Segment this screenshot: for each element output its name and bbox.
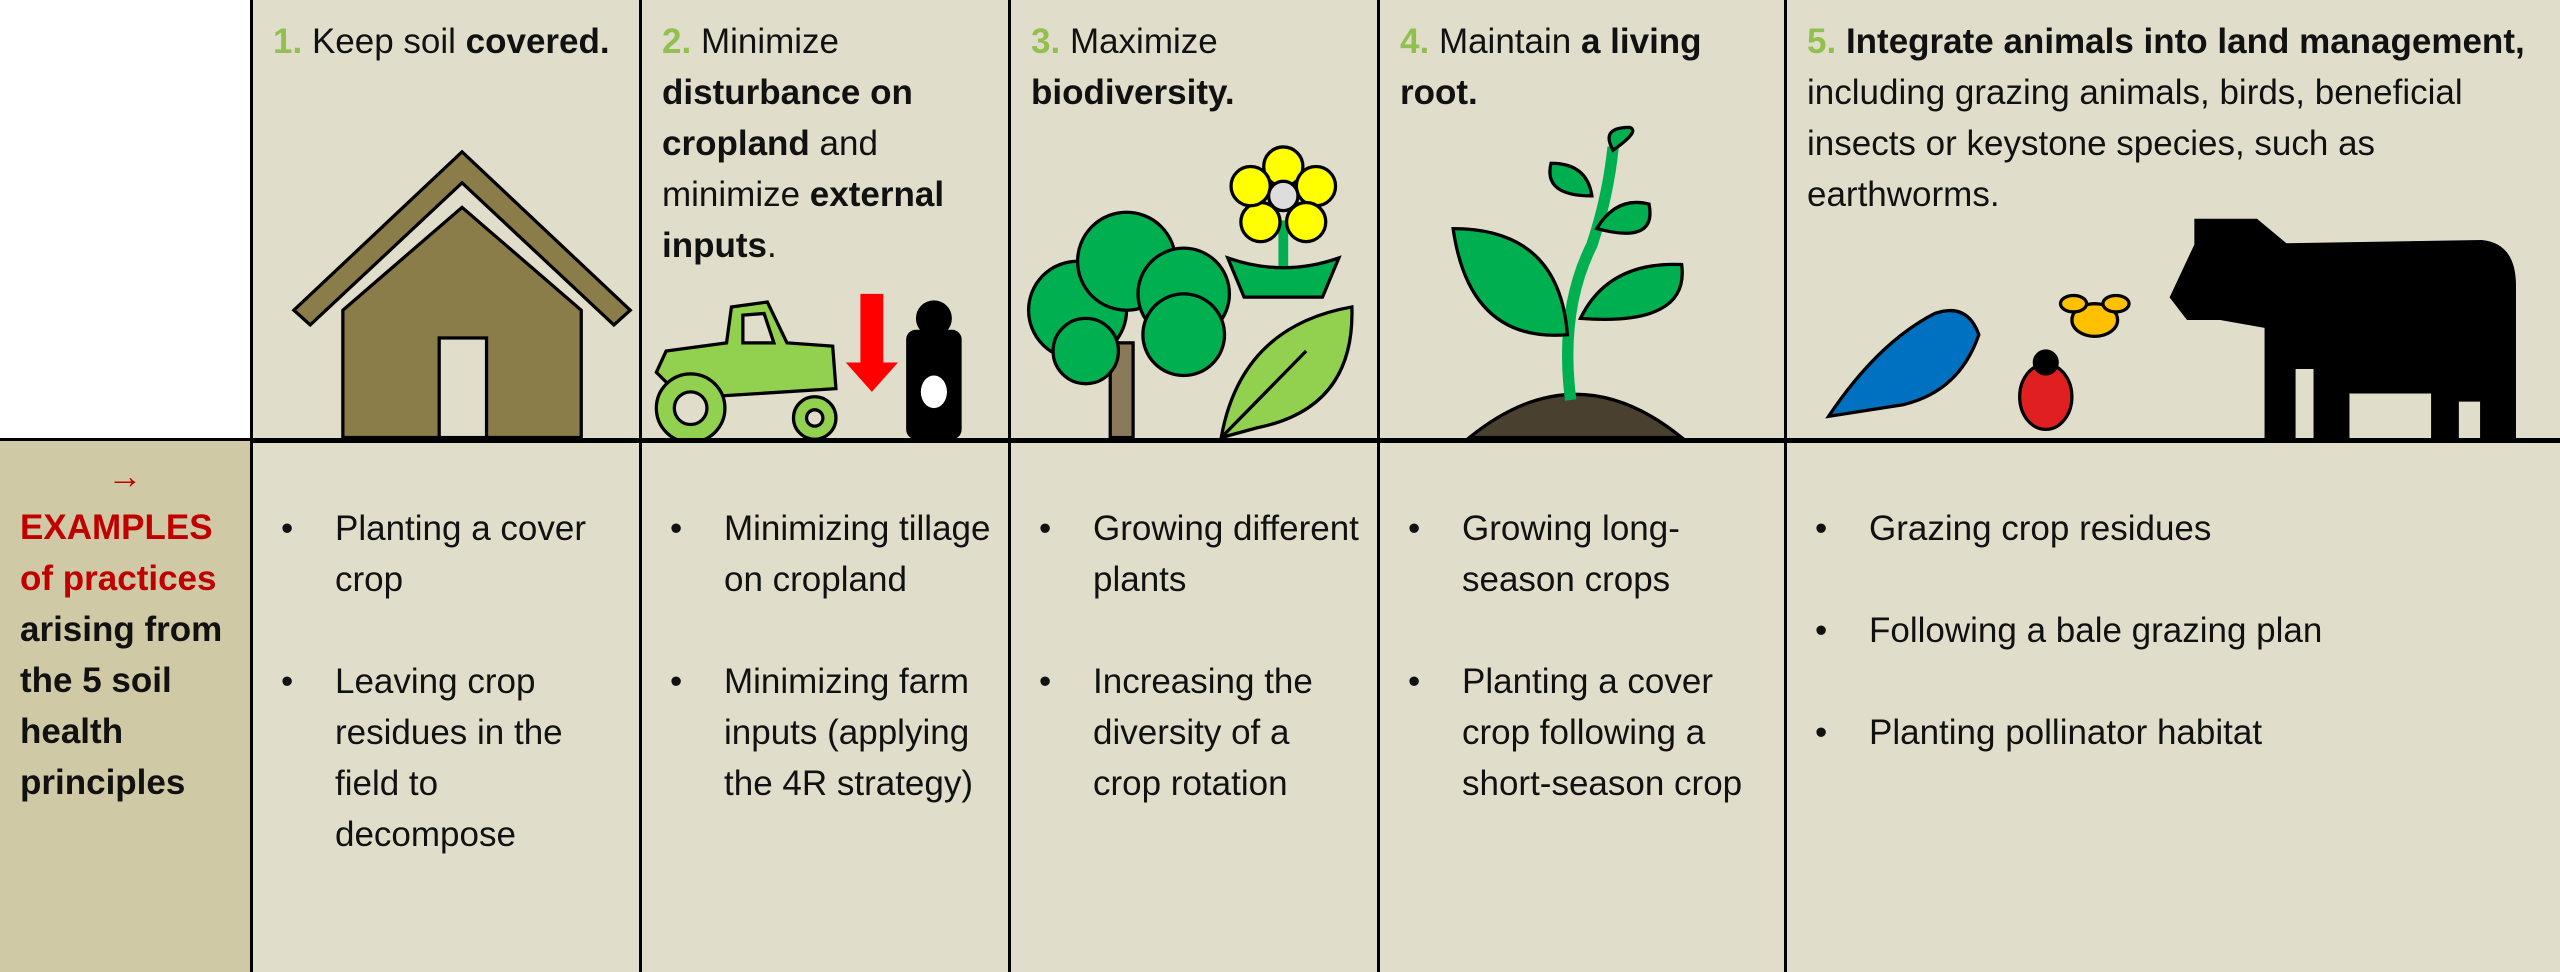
heading-part: a living root. [1400,22,1702,112]
heading-part: Keep soil [311,22,466,61]
practice: Planting a cover crop following a short-… [1400,656,1770,809]
heading-part: . [766,226,777,265]
principle-number: 3. [1031,22,1061,61]
heading-part: Maximize [1069,22,1218,61]
practice: Leaving crop residues in the field to de… [273,656,625,860]
practice: Growing different plants [1031,503,1363,605]
principle-number: 4. [1400,22,1430,61]
principle-number: 5. [1807,22,1837,61]
heading-part: biodiversity. [1031,73,1235,112]
practice: Planting a cover crop [273,503,625,605]
heading-part: including grazing animals, birds, benefi… [1807,73,2463,214]
heading-part: Integrate animals into land management, [1845,22,2525,61]
principle-number: 2. [662,22,692,61]
principle-heading: 2. Minimize disturbance on cropland and … [639,0,1008,441]
heading-part: covered. [465,22,610,61]
label-text: arising from the 5 soil health principle… [20,610,223,802]
practices-cell: Planting a cover crop Leaving crop residu… [250,441,639,972]
practice: Minimizing farm inputs (applying the 4R … [662,656,994,809]
principle-heading: 3. Maximize biodiversity. [1008,0,1377,441]
heading-part: Minimize [700,22,840,61]
heading-part: disturbance on cropland [662,73,913,163]
heading-part: Maintain [1438,22,1581,61]
practice-list: Growing long-season crops Planting a cove… [1400,503,1770,809]
arrow: → [107,457,143,496]
practice-list: Growing different plants Increasing the d… [1031,503,1363,809]
heading-part: external inputs [662,175,945,265]
principle-number: 1. [273,22,303,61]
practice: Following a bale grazing plan [1807,605,2546,656]
practices-cell: Grazing crop residues Following a bale gr… [1784,441,2560,972]
principle-heading: 4. Maintain a living root. [1377,0,1784,441]
blank-corner [0,0,250,440]
highlight-text: EXAMPLES of practices [20,508,217,598]
practice-list: Minimizing tillage on cropland Minimizing… [662,503,994,809]
practice: Planting pollinator habitat [1807,707,2546,758]
practice-list: Grazing crop residues Following a bale gr… [1807,503,2546,758]
practice: Grazing crop residues [1807,503,2546,554]
practices-cell: Growing long-season crops Planting a cove… [1377,441,1784,972]
practice-list: Planting a cover crop Leaving crop residu… [273,503,625,860]
practice: Growing long-season crops [1400,503,1770,605]
side-label: → EXAMPLES of practices arising from the… [0,441,250,972]
heading-part: and minimize [662,124,878,214]
practices-cell: Minimizing tillage on cropland Minimizing… [639,441,1008,972]
practice: Increasing the diversity of a crop rotat… [1031,656,1363,809]
principle-heading: 5. Integrate animals into land managemen… [1784,0,2560,441]
practice: Minimizing tillage on cropland [662,503,994,605]
practices-cell: Growing different plants Increasing the d… [1008,441,1377,972]
divider-line [0,438,2560,443]
principle-heading: 1. Keep soil covered. [250,0,639,441]
